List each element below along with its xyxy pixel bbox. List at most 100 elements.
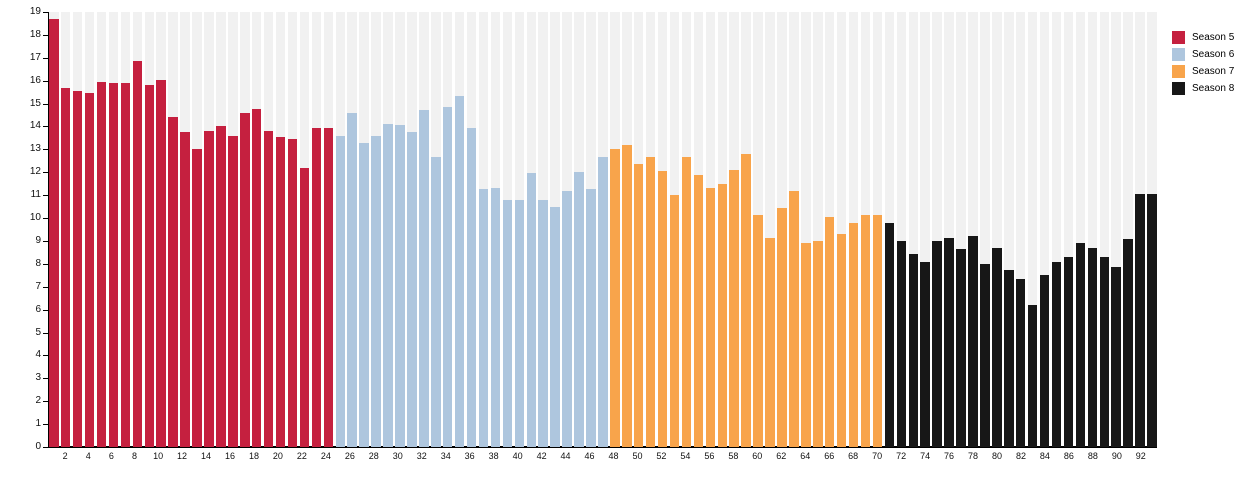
bar-episode-25[interactable] — [335, 135, 346, 447]
bar-episode-49[interactable] — [622, 144, 632, 447]
bar-episode-3[interactable] — [72, 91, 83, 447]
bar-episode-38[interactable] — [490, 188, 501, 447]
bar-episode-34[interactable] — [442, 107, 453, 447]
bar-episode-22[interactable] — [299, 167, 310, 447]
bar-episode-77[interactable] — [956, 248, 966, 447]
bar-episode-76[interactable] — [944, 237, 954, 447]
bar-episode-91[interactable] — [1123, 238, 1133, 447]
bar-episode-37[interactable] — [478, 189, 489, 447]
bar-episode-41[interactable] — [526, 173, 537, 447]
bar-episode-86[interactable] — [1063, 256, 1074, 447]
bar-episode-59[interactable] — [741, 153, 751, 447]
bar-episode-23[interactable] — [311, 127, 322, 447]
bar-episode-89[interactable] — [1099, 256, 1110, 447]
bar-episode-73[interactable] — [908, 253, 919, 447]
bar-episode-54[interactable] — [681, 157, 692, 447]
bar-episode-30[interactable] — [395, 125, 405, 447]
bar-episode-45[interactable] — [574, 172, 584, 447]
bar-episode-13[interactable] — [192, 149, 202, 447]
legend-item-season-5[interactable]: Season 5 — [1172, 31, 1234, 44]
bar-episode-80[interactable] — [992, 247, 1002, 447]
bar-episode-8[interactable] — [132, 61, 143, 447]
bar-episode-42[interactable] — [538, 199, 548, 447]
bar-episode-14[interactable] — [204, 131, 214, 447]
bar-episode-33[interactable] — [431, 157, 441, 447]
bar-episode-78[interactable] — [968, 236, 978, 447]
bar-episode-32[interactable] — [419, 110, 429, 447]
bar-episode-31[interactable] — [407, 132, 417, 447]
legend-item-season-6[interactable]: Season 6 — [1172, 48, 1234, 61]
bar-episode-62[interactable] — [777, 207, 787, 447]
bar-episode-4[interactable] — [84, 93, 95, 447]
bar-episode-24[interactable] — [323, 127, 334, 447]
bar-episode-63[interactable] — [789, 190, 799, 447]
bar-episode-5[interactable] — [96, 81, 107, 447]
bar-column-episode-39 — [502, 12, 513, 447]
bar-episode-18[interactable] — [251, 109, 262, 447]
bar-episode-81[interactable] — [1004, 269, 1014, 447]
bar-episode-87[interactable] — [1075, 243, 1086, 447]
bar-episode-92[interactable] — [1135, 194, 1145, 447]
bar-episode-19[interactable] — [263, 131, 274, 447]
bar-episode-60[interactable] — [753, 214, 763, 447]
bar-episode-27[interactable] — [359, 142, 369, 447]
bar-episode-64[interactable] — [801, 243, 811, 447]
bar-episode-75[interactable] — [932, 240, 942, 447]
bar-episode-7[interactable] — [120, 82, 131, 447]
bar-episode-68[interactable] — [848, 222, 859, 447]
bar-episode-6[interactable] — [108, 82, 119, 447]
x-tick-spacer — [477, 451, 486, 462]
bar-episode-83[interactable] — [1027, 305, 1038, 447]
bar-episode-50[interactable] — [633, 164, 644, 447]
bar-episode-84[interactable] — [1039, 275, 1050, 447]
bar-episode-11[interactable] — [168, 117, 178, 447]
bar-episode-69[interactable] — [860, 214, 871, 447]
bar-episode-74[interactable] — [920, 261, 930, 447]
bar-episode-66[interactable] — [824, 216, 835, 447]
bar-episode-35[interactable] — [454, 95, 465, 447]
legend-item-season-8[interactable]: Season 8 — [1172, 82, 1234, 95]
bar-episode-12[interactable] — [180, 132, 190, 447]
bar-episode-40[interactable] — [514, 199, 525, 447]
bar-episode-57[interactable] — [717, 183, 728, 447]
bar-episode-16[interactable] — [228, 135, 238, 447]
bar-episode-70[interactable] — [872, 214, 883, 447]
legend-item-season-7[interactable]: Season 7 — [1172, 65, 1234, 78]
bar-episode-79[interactable] — [980, 263, 990, 447]
bar-episode-10[interactable] — [156, 79, 166, 447]
bar-episode-53[interactable] — [669, 195, 680, 447]
bar-episode-44[interactable] — [562, 190, 572, 447]
bar-episode-1[interactable] — [49, 18, 59, 447]
bar-episode-21[interactable] — [287, 139, 298, 447]
bar-episode-51[interactable] — [645, 157, 656, 447]
bar-episode-67[interactable] — [836, 234, 847, 447]
bar-episode-9[interactable] — [144, 85, 155, 447]
bar-episode-58[interactable] — [729, 169, 739, 447]
bar-episode-47[interactable] — [598, 157, 608, 447]
bar-episode-61[interactable] — [765, 237, 775, 447]
bar-episode-65[interactable] — [813, 240, 823, 447]
bar-episode-88[interactable] — [1087, 247, 1098, 447]
bar-episode-52[interactable] — [657, 171, 668, 447]
bar-episode-20[interactable] — [275, 136, 286, 447]
bar-episode-17[interactable] — [240, 112, 250, 447]
bar-episode-72[interactable] — [896, 240, 907, 447]
legend-label: Season 8 — [1192, 83, 1235, 94]
bar-episode-26[interactable] — [347, 112, 357, 447]
bar-episode-93[interactable] — [1147, 194, 1157, 447]
bar-episode-90[interactable] — [1111, 267, 1121, 447]
bar-episode-85[interactable] — [1051, 261, 1062, 447]
bar-episode-28[interactable] — [371, 135, 381, 447]
bar-episode-43[interactable] — [550, 206, 560, 447]
bar-episode-71[interactable] — [884, 222, 895, 447]
bar-episode-56[interactable] — [705, 188, 716, 447]
bar-episode-15[interactable] — [216, 126, 226, 447]
bar-episode-2[interactable] — [60, 87, 71, 447]
bar-episode-48[interactable] — [610, 149, 620, 447]
bar-episode-46[interactable] — [586, 189, 596, 447]
bar-episode-82[interactable] — [1015, 278, 1026, 447]
bar-episode-36[interactable] — [466, 127, 477, 447]
bar-episode-55[interactable] — [693, 174, 704, 447]
bar-episode-39[interactable] — [502, 199, 513, 447]
bar-episode-29[interactable] — [383, 124, 393, 447]
